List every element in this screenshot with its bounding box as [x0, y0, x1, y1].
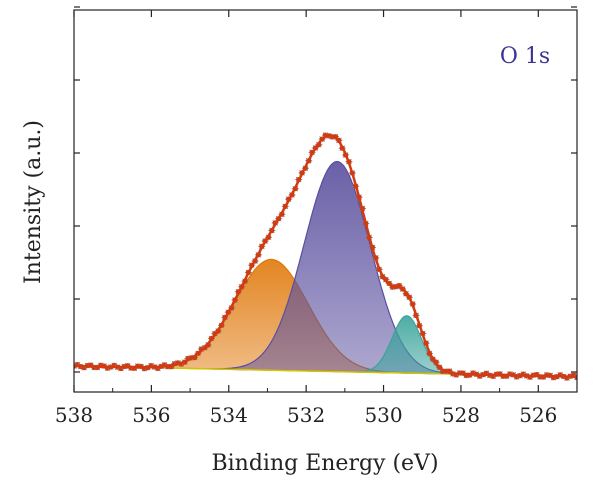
x-axis-title: Binding Energy (eV)	[211, 451, 438, 476]
x-tick-label: 532	[287, 403, 325, 427]
x-tick-label: 534	[210, 403, 248, 427]
x-tick-label: 528	[442, 403, 480, 427]
annotation-label: O 1s	[500, 44, 550, 69]
x-tick-label: 538	[55, 403, 93, 427]
component-peaks	[124, 160, 470, 376]
plot-frame	[73, 9, 578, 393]
fit-envelope	[74, 133, 577, 378]
axis-ticks: 538 536 534 532 530 528 526	[55, 6, 577, 427]
x-tick-label: 530	[364, 403, 402, 427]
x-tick-label: 536	[132, 403, 170, 427]
x-tick-label: 526	[519, 403, 557, 427]
plot-area	[74, 132, 577, 381]
y-axis-title: Intensity (a.u.)	[21, 120, 46, 284]
